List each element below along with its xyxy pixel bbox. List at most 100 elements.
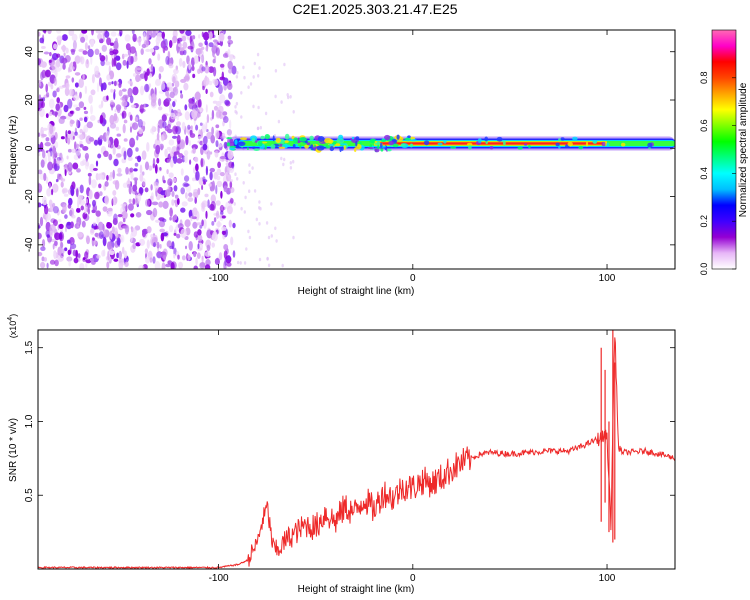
noise-blob: [275, 239, 278, 243]
noise-blob: [118, 250, 122, 260]
band-blob: [400, 143, 406, 147]
noise-blob: [233, 55, 236, 60]
noise-blob: [67, 148, 72, 153]
spectrogram-y-tick-label: 40: [24, 46, 35, 58]
band-blob: [316, 145, 325, 151]
noise-blob: [201, 66, 206, 72]
snr-series: [38, 330, 675, 569]
noise-blob: [192, 177, 196, 182]
band-blob: [503, 140, 506, 146]
noise-blob: [204, 264, 211, 269]
noise-blob: [194, 156, 199, 163]
noise-blob: [218, 252, 223, 261]
noise-blob: [220, 190, 223, 199]
noise-blob: [258, 200, 261, 204]
band-blob: [306, 142, 311, 146]
noise-blob: [162, 200, 169, 209]
noise-blob: [90, 89, 96, 96]
noise-blob: [51, 188, 54, 196]
noise-blob: [264, 111, 268, 116]
noise-blob: [258, 222, 261, 226]
noise-blob: [137, 119, 143, 128]
noise-blob: [96, 74, 100, 79]
colorbar-gradient: [711, 29, 737, 270]
noise-blob: [144, 83, 150, 93]
noise-blob: [111, 81, 114, 85]
noise-blob: [61, 57, 68, 64]
noise-blob: [193, 251, 197, 258]
noise-blob: [112, 146, 116, 155]
noise-blob: [106, 74, 111, 81]
noise-blob: [127, 87, 133, 98]
noise-blob: [213, 66, 217, 77]
noise-blob: [64, 169, 67, 177]
noise-blob: [197, 98, 202, 109]
noise-blob: [80, 160, 85, 167]
noise-blob: [125, 166, 129, 175]
noise-blob: [146, 142, 150, 152]
band-blob: [528, 144, 531, 149]
band-blob: [467, 142, 473, 146]
noise-blob: [52, 243, 55, 250]
noise-blob: [121, 100, 128, 107]
noise-blob: [113, 258, 119, 262]
noise-blob: [201, 255, 204, 263]
noise-blob: [113, 115, 119, 124]
noise-blob: [65, 47, 69, 54]
band-blob: [593, 141, 597, 144]
noise-blob: [75, 106, 81, 111]
noise-blob: [118, 89, 123, 97]
noise-blob: [109, 50, 115, 56]
band-blob: [278, 146, 286, 149]
noise-blob: [212, 50, 215, 58]
colorbar-ticks: 0.0 0.2 0.4 0.6 0.8: [699, 72, 736, 275]
noise-blob: [252, 104, 255, 109]
noise-blob: [211, 221, 215, 226]
noise-blob: [188, 60, 191, 70]
noise-blob: [227, 255, 231, 262]
noise-blob: [282, 162, 285, 167]
noise-blob: [115, 62, 122, 71]
noise-blob: [170, 159, 174, 168]
noise-blob: [49, 124, 54, 135]
noise-blob: [111, 226, 115, 234]
snr-y-axis: 0.5 1.0 1.5: [24, 340, 675, 502]
noise-blob: [166, 94, 170, 99]
noise-blob: [195, 124, 199, 131]
band-blob: [341, 146, 344, 151]
noise-blob: [80, 36, 86, 43]
spectrogram-x-label: Height of straight line (km): [298, 286, 415, 297]
noise-blob: [182, 41, 188, 49]
noise-blob: [191, 65, 195, 72]
noise-blob: [48, 182, 51, 189]
noise-blob: [248, 170, 251, 174]
noise-blob: [214, 258, 220, 265]
noise-blob: [56, 53, 61, 58]
noise-blob: [183, 156, 187, 161]
noise-blob: [226, 205, 233, 215]
noise-blob: [59, 63, 64, 70]
noise-blob: [227, 48, 231, 57]
colorbar-tick-label: 0.8: [699, 72, 709, 85]
noise-blob: [208, 80, 213, 86]
noise-blob: [180, 90, 183, 94]
noise-blob: [103, 150, 109, 157]
noise-blob: [157, 124, 160, 134]
noise-blob: [259, 125, 262, 130]
noise-blob: [211, 126, 215, 136]
noise-blob: [116, 252, 120, 259]
noise-blob: [138, 238, 146, 246]
noise-blob: [161, 135, 165, 142]
band-blob: [304, 144, 309, 149]
noise-blob: [105, 54, 108, 62]
noise-blob: [52, 202, 56, 208]
noise-blob: [129, 46, 136, 54]
noise-blob: [48, 59, 52, 63]
noise-blob: [98, 104, 103, 109]
noise-blob: [116, 106, 121, 114]
spectrogram-y-axis: -40 -20 0 20 40: [24, 46, 675, 252]
noise-blob: [141, 150, 147, 160]
noise-blob: [68, 260, 71, 267]
band-blob: [317, 136, 325, 142]
noise-blob: [110, 100, 114, 105]
